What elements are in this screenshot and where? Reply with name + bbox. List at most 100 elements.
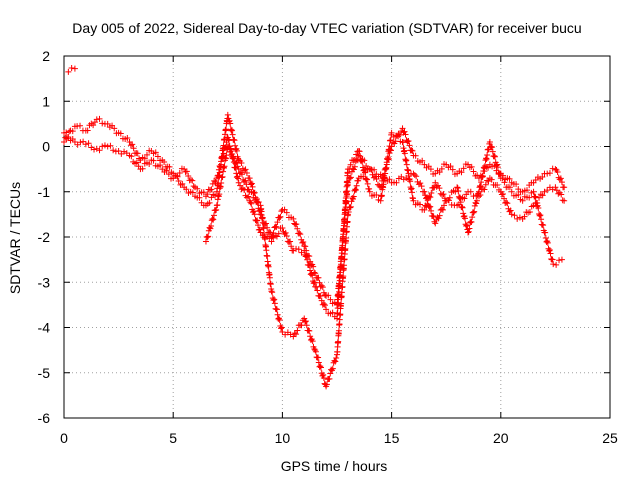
data-point [129,141,136,148]
data-point [449,166,456,173]
data-point [549,256,556,263]
data-point [483,155,490,162]
data-point [497,170,504,177]
data-point [80,138,87,145]
data-point [255,222,262,229]
data-point [175,177,182,184]
data-point [316,279,323,286]
data-point [265,263,272,270]
data-point [421,206,428,213]
data-point [412,152,419,159]
data-point [65,134,72,141]
data-point [467,188,474,195]
data-point [526,208,533,215]
data-point [355,177,362,184]
data-point [504,200,511,207]
data-point [263,247,270,254]
data-point [221,163,228,170]
data-point [508,211,515,218]
data-point [85,140,92,147]
data-point [333,354,340,361]
data-point [342,195,349,202]
data-point [511,212,518,219]
data-point [471,208,478,215]
data-point [423,194,430,201]
data-point [338,300,345,307]
data-point [270,297,277,304]
y-tick-label: -4 [38,320,51,336]
data-point [329,365,336,372]
data-point [77,122,84,129]
data-point [405,138,412,145]
data-point [341,262,348,269]
data-point [345,209,352,216]
data-point [366,188,373,195]
data-point [249,183,256,190]
data-point [65,68,72,75]
data-point [204,234,211,241]
data-point [364,180,371,187]
data-point [61,138,67,145]
data-point [427,203,434,210]
data-point [229,131,236,138]
data-point [294,225,301,232]
data-point [516,214,523,221]
data-point [458,169,465,176]
data-point [347,161,354,168]
data-point [351,163,358,170]
data-point [247,199,254,206]
data-point [544,239,551,246]
data-point [96,115,103,122]
data-point [69,128,76,135]
data-point [547,250,554,257]
data-point [215,172,222,179]
data-point [254,217,261,224]
data-point [526,194,533,201]
data-point [77,139,84,146]
data-point [206,199,213,206]
data-point [190,183,197,190]
data-point [315,359,322,366]
data-point [253,195,260,202]
data-point [358,157,365,164]
data-point [101,142,108,149]
data-point [318,282,325,289]
data-point [535,205,542,212]
data-point [532,194,539,201]
data-point [378,192,385,199]
data-point [226,117,233,124]
data-point [435,182,442,189]
data-point [326,375,333,382]
data-point [121,148,128,155]
data-point [268,288,275,295]
data-point [441,202,448,209]
y-tick-label: -2 [38,229,51,245]
data-point [251,211,258,218]
data-point [421,188,428,195]
x-tick-label: 10 [275,430,291,446]
data-point [307,271,314,278]
data-point [360,173,367,180]
data-point [561,197,568,204]
data-point [347,203,354,210]
data-point [340,233,347,240]
data-point [204,191,211,198]
data-point [124,134,131,141]
data-point [432,170,439,177]
data-point [294,327,301,334]
data-point [187,176,194,183]
data-point [323,306,330,313]
data-point [486,138,493,145]
data-point [104,143,111,150]
data-point [341,216,348,223]
data-point [214,172,221,179]
data-point [301,247,308,254]
data-point [557,175,564,182]
data-point [243,181,250,188]
data-point [271,296,278,303]
data-point [82,141,89,148]
data-point [219,153,226,160]
data-point [399,125,406,132]
data-point [99,143,106,150]
data-point [161,159,168,166]
